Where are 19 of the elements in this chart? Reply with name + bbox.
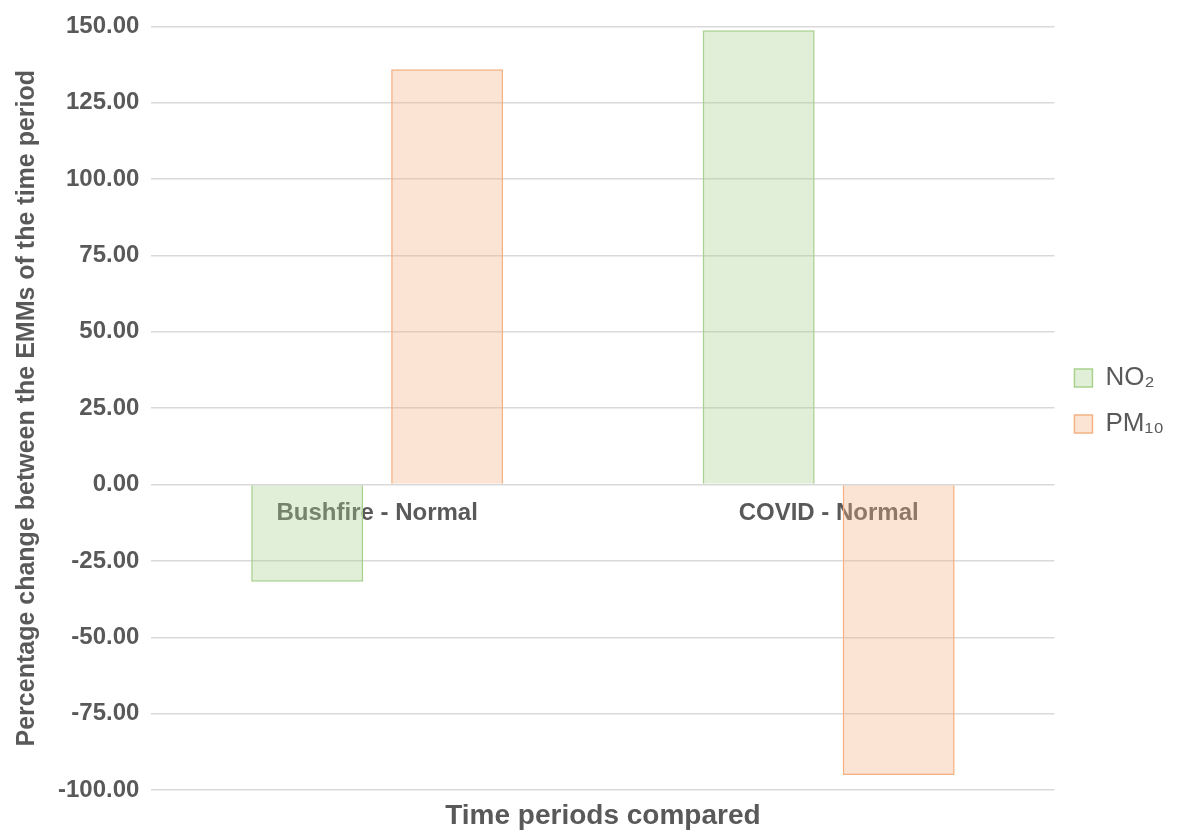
y-tick-label: -50.00 — [71, 621, 140, 649]
y-tick-label: -75.00 — [71, 698, 140, 726]
legend-label: NO₂ — [1105, 361, 1155, 392]
y-tick-label: 150.00 — [65, 11, 140, 39]
bar — [702, 30, 815, 484]
x-tick-label: Bushfire - Normal — [276, 497, 478, 525]
legend-label: PM₁₀ — [1105, 407, 1165, 438]
y-tick-label: 50.00 — [79, 316, 140, 344]
x-axis-title: Time periods compared — [445, 798, 761, 830]
y-tick-label: 125.00 — [65, 87, 140, 115]
y-tick-label: -100.00 — [57, 774, 140, 802]
x-tick-label: COVID - Normal — [738, 497, 919, 525]
y-tick-label: 100.00 — [65, 163, 140, 191]
y-tick-label: 0.00 — [92, 469, 140, 497]
bar — [391, 69, 504, 484]
y-tick-label: 25.00 — [79, 392, 140, 420]
y-axis-title: Percentage change between the EMMs of the time period — [10, 69, 39, 747]
y-tick-label: 75.00 — [79, 240, 140, 268]
y-tick-label: -25.00 — [71, 545, 140, 573]
